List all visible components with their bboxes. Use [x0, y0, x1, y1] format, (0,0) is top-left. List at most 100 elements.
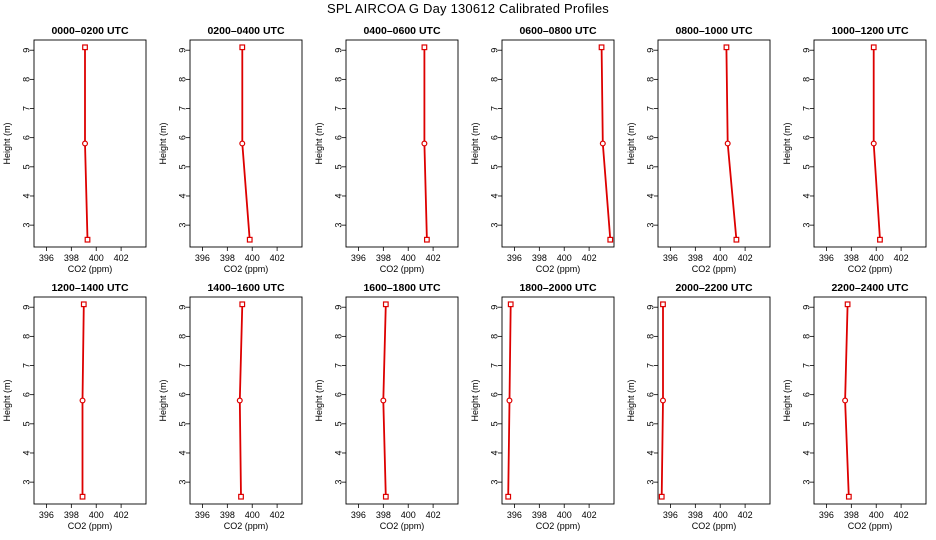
y-tick-label: 6 — [21, 392, 31, 397]
x-tick-label: 400 — [713, 510, 728, 520]
y-tick-label: 4 — [489, 450, 499, 455]
panel-10: 1800–2000 UTC 396 398 400 402 3 4 5 6 7 8 9 CO2 (ppm… — [470, 282, 615, 531]
data-point — [382, 493, 389, 500]
y-tick-label: 6 — [801, 135, 811, 140]
x-tick-label: 400 — [557, 253, 572, 263]
y-tick-label: 8 — [489, 77, 499, 82]
plot-frame — [813, 39, 927, 248]
data-point — [507, 301, 514, 308]
x-tick-label: 398 — [688, 253, 703, 263]
panel-1: 0000–0200 UTC 396 398 400 402 3 4 5 6 7 8 9 CO2 (ppm… — [2, 25, 147, 274]
y-tick-label: 8 — [333, 77, 343, 82]
y-tick-label: 6 — [177, 392, 187, 397]
x-tick-label: 396 — [39, 510, 54, 520]
plot-frame — [501, 39, 615, 248]
x-tick-label: 398 — [376, 253, 391, 263]
data-point — [870, 44, 877, 51]
y-tick-label: 4 — [645, 450, 655, 455]
y-tick-label: 3 — [801, 480, 811, 485]
y-tick-label: 5 — [333, 164, 343, 169]
y-tick-label: 6 — [489, 392, 499, 397]
y-axis-label: Height (m) — [782, 122, 792, 164]
y-axis-label: Height (m) — [2, 379, 12, 421]
x-tick-label: 398 — [376, 510, 391, 520]
x-tick-label: 400 — [89, 253, 104, 263]
panel-title: 2200–2400 UTC — [831, 282, 908, 294]
x-tick-label: 398 — [688, 510, 703, 520]
x-axis-label: CO2 (ppm) — [692, 264, 737, 274]
panel-title: 1000–1200 UTC — [831, 25, 908, 37]
data-point — [79, 493, 86, 500]
y-tick-label: 4 — [801, 193, 811, 198]
y-tick-label: 5 — [21, 421, 31, 426]
x-tick-label: 400 — [245, 253, 260, 263]
x-tick-label: 396 — [351, 253, 366, 263]
y-tick-label: 8 — [801, 77, 811, 82]
x-tick-label: 402 — [114, 510, 129, 520]
y-tick-label: 3 — [489, 223, 499, 228]
plot-frame — [657, 296, 771, 505]
x-tick-label: 402 — [738, 253, 753, 263]
plot-frame — [501, 296, 615, 505]
y-tick-label: 7 — [489, 106, 499, 111]
x-axis-label: CO2 (ppm) — [68, 521, 113, 531]
y-axis-label: Height (m) — [470, 122, 480, 164]
panel-11: 2000–2200 UTC 396 398 400 402 3 4 5 6 7 8 9 CO2 (ppm… — [626, 282, 771, 531]
x-tick-label: 400 — [557, 510, 572, 520]
y-tick-label: 6 — [333, 135, 343, 140]
y-tick-label: 3 — [645, 223, 655, 228]
y-tick-label: 8 — [645, 77, 655, 82]
x-tick-label: 400 — [401, 510, 416, 520]
data-point — [598, 44, 605, 51]
y-tick-label: 3 — [801, 223, 811, 228]
y-tick-label: 9 — [21, 48, 31, 53]
data-point — [506, 397, 513, 404]
figure-title: SPL AIRCOA G Day 130612 Calibrated Profi… — [327, 1, 609, 16]
y-axis-label: Height (m) — [2, 122, 12, 164]
x-tick-label: 400 — [869, 510, 884, 520]
y-tick-label: 7 — [21, 363, 31, 368]
y-tick-label: 7 — [801, 106, 811, 111]
data-point — [733, 236, 740, 243]
y-tick-label: 6 — [645, 135, 655, 140]
y-tick-label: 8 — [21, 77, 31, 82]
y-tick-label: 5 — [801, 421, 811, 426]
y-tick-label: 8 — [645, 334, 655, 339]
data-point — [724, 140, 731, 147]
y-tick-label: 8 — [801, 334, 811, 339]
x-axis-label: CO2 (ppm) — [536, 264, 581, 274]
y-tick-label: 3 — [21, 223, 31, 228]
y-tick-label: 8 — [177, 77, 187, 82]
x-tick-label: 402 — [738, 510, 753, 520]
y-tick-label: 4 — [177, 193, 187, 198]
plot-frame — [189, 39, 303, 248]
data-point — [723, 44, 730, 51]
y-tick-label: 3 — [645, 480, 655, 485]
y-tick-label: 4 — [333, 450, 343, 455]
y-tick-label: 9 — [489, 48, 499, 53]
y-axis-label: Height (m) — [470, 379, 480, 421]
plot-frame — [345, 296, 459, 505]
y-tick-label: 5 — [177, 421, 187, 426]
y-tick-label: 6 — [333, 392, 343, 397]
panel-title: 0200–0400 UTC — [207, 25, 284, 37]
y-tick-label: 9 — [177, 305, 187, 310]
y-tick-label: 5 — [645, 164, 655, 169]
data-point — [844, 301, 851, 308]
data-point — [870, 140, 877, 147]
y-tick-label: 4 — [801, 450, 811, 455]
y-tick-label: 5 — [489, 164, 499, 169]
x-tick-label: 396 — [195, 510, 210, 520]
x-tick-label: 402 — [426, 510, 441, 520]
y-axis-label: Height (m) — [314, 379, 324, 421]
panel-8: 1400–1600 UTC 396 398 400 402 3 4 5 6 7 8 9 CO2 (ppm… — [158, 282, 303, 531]
y-tick-label: 6 — [21, 135, 31, 140]
data-point — [599, 140, 606, 147]
data-point — [659, 397, 666, 404]
y-tick-label: 9 — [801, 48, 811, 53]
x-tick-label: 398 — [64, 510, 79, 520]
panel-5: 0800–1000 UTC 396 398 400 402 3 4 5 6 7 8 9 CO2 (ppm… — [626, 25, 771, 274]
data-point — [80, 301, 87, 308]
plot-frame — [657, 39, 771, 248]
panel-6: 1000–1200 UTC 396 398 400 402 3 4 5 6 7 8 9 CO2 (ppm… — [782, 25, 927, 274]
